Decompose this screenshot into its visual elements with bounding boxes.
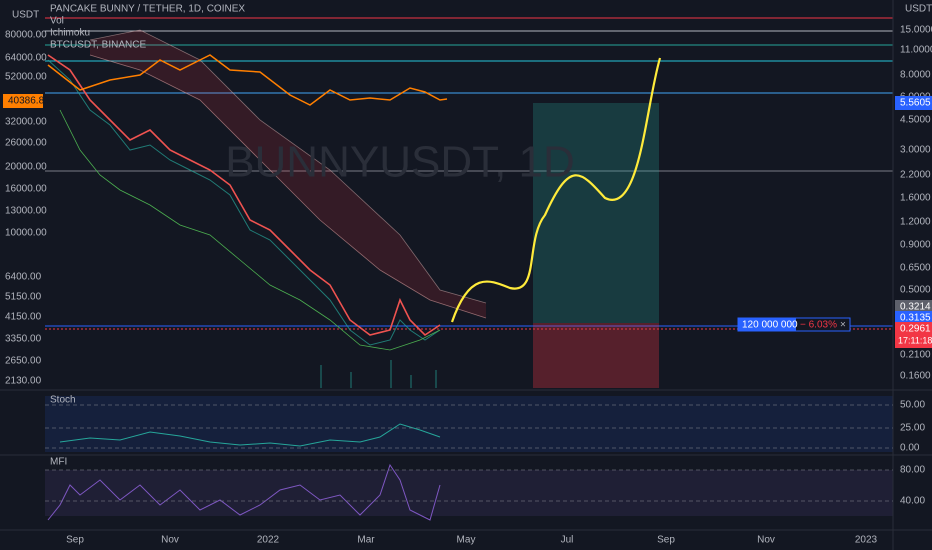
btc-price-label: 64000.00	[5, 53, 47, 64]
axis-unit: USDT	[12, 10, 39, 21]
time-label: Jul	[561, 535, 574, 546]
time-label: Mar	[357, 535, 375, 546]
btc-price-label: 5150.00	[5, 292, 42, 303]
time-label: 2023	[855, 535, 878, 546]
price	[47, 59, 441, 346]
qty-bg	[738, 318, 796, 331]
btc-price-label: 16000.00	[5, 184, 47, 195]
loss-zone[interactable]	[533, 323, 659, 388]
btc-price-label: 32000.00	[5, 117, 47, 128]
time-label: Nov	[757, 535, 775, 546]
indicator-label[interactable]: Vol	[50, 16, 64, 27]
btc-price-label: 13000.00	[5, 206, 47, 217]
symbol-title: PANCAKE BUNNY / TETHER, 1D, COINEX	[50, 4, 245, 15]
time-label: Sep	[657, 535, 675, 546]
btc-level-badge-bg	[895, 96, 932, 110]
btc-badge: 40386.85	[8, 96, 50, 107]
price-label: 0.5000	[900, 285, 931, 296]
indicator-label[interactable]: BTCUSDT, BINANCE	[50, 40, 146, 51]
price-label: 0.9000	[900, 240, 931, 251]
forecast-curve[interactable]	[450, 57, 662, 323]
high-badge-bg	[895, 300, 932, 314]
countdown: 17:11:18	[898, 335, 932, 345]
watermark: BUNNYUSDT, 1D	[225, 138, 575, 187]
btc-price-label: 2650.00	[5, 356, 42, 367]
current-badge-bg	[895, 311, 932, 325]
current-badge: 0.3135	[900, 313, 931, 324]
pane-tick: 40.00	[900, 496, 925, 507]
price-label: 1.2000	[900, 217, 931, 228]
low-badge-bg	[895, 322, 932, 348]
price-label: 11.0000	[900, 45, 932, 56]
volume	[320, 360, 437, 388]
pane-label[interactable]: MFI	[50, 457, 67, 468]
ichimoku-cloud	[90, 30, 486, 318]
mfi-band	[45, 470, 893, 516]
span-a	[89, 54, 487, 319]
btc-price-label: 10000.00	[5, 228, 47, 239]
btc-price-label: 2130.00	[5, 376, 42, 387]
price-label: 8.0000	[900, 70, 931, 81]
time-label: 2022	[257, 535, 280, 546]
btc-price-label: 3350.00	[5, 334, 42, 345]
price-label: 0.1600	[900, 371, 931, 382]
pane-label[interactable]: Stoch	[50, 395, 76, 406]
time-label: Sep	[66, 535, 84, 546]
btc-price-label: 20000.00	[5, 162, 47, 173]
btc-price-label: 6400.00	[5, 272, 42, 283]
mfi-line	[47, 463, 441, 521]
price-label: 0.2100	[900, 350, 931, 361]
time-label: Nov	[161, 535, 179, 546]
pane-tick: 80.00	[900, 465, 925, 476]
price-label: 3.0000	[900, 145, 931, 156]
price-label: 15.0000	[900, 25, 932, 36]
price-label: 1.6000	[900, 193, 931, 204]
price	[47, 54, 441, 337]
price-label: 4.5000	[900, 115, 931, 126]
time-label: May	[457, 535, 476, 546]
span-b	[89, 29, 487, 304]
high-badge: 0.3214	[900, 302, 931, 313]
axis-unit: USDT	[905, 4, 932, 15]
position-change: − 6.03%	[800, 320, 837, 331]
lagging-span	[59, 109, 441, 351]
btc-price-label: 4150.00	[5, 312, 42, 323]
close-icon[interactable]: ×	[840, 320, 846, 331]
stoch-line	[59, 423, 441, 447]
btc-price-label: 52000.00	[5, 72, 47, 83]
pane-tick: 50.00	[900, 400, 925, 411]
price-label: 2.2000	[900, 170, 931, 181]
profit-zone[interactable]	[533, 103, 659, 323]
stoch-band	[45, 396, 893, 452]
low-badge: 0.2961	[900, 324, 931, 335]
pane-tick: 25.00	[900, 423, 925, 434]
indicator-label[interactable]: Ichimoku	[50, 28, 90, 39]
price-label: 0.6500	[900, 263, 931, 274]
btc-overlay	[47, 54, 448, 106]
pane-tick: 0.00	[900, 443, 920, 454]
btc-price-label: 26000.00	[5, 138, 47, 149]
btc-level-badge: 5.5605	[900, 98, 931, 109]
btc-badge-bg	[3, 94, 43, 108]
position-qty: 120 000 000	[742, 320, 798, 331]
btc-price-label: 80000.00	[5, 30, 47, 41]
